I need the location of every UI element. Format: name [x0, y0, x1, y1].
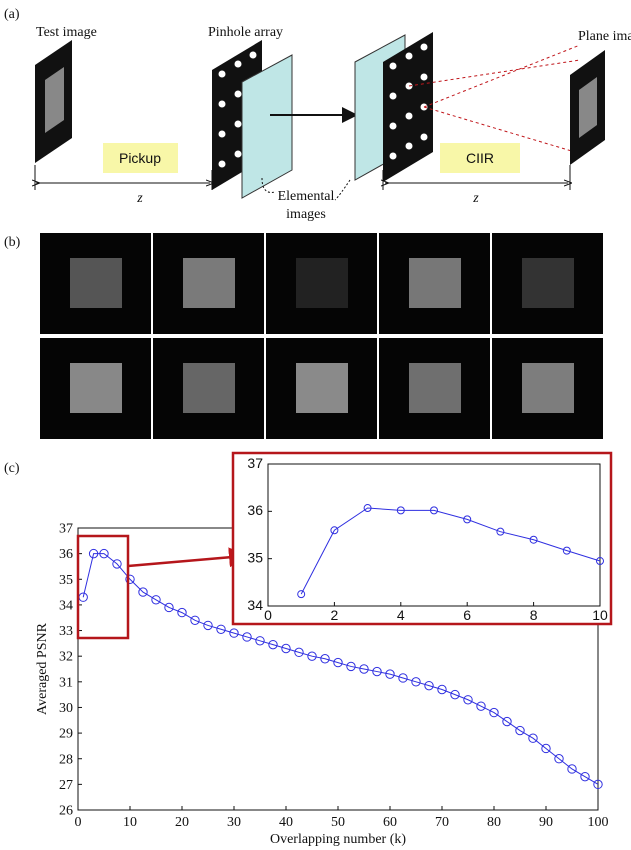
label: Plane image	[578, 29, 631, 44]
y-tick-label: 34	[59, 598, 73, 613]
x-tick-label: 40	[279, 815, 293, 830]
tile-image	[409, 258, 461, 308]
x-tick-label: 4	[397, 607, 405, 623]
x-tick-label: 100	[588, 815, 609, 830]
x-tick-label: 0	[264, 607, 272, 623]
x-tick-label: 70	[435, 815, 449, 830]
test-images	[40, 233, 603, 439]
x-tick-label: 60	[383, 815, 397, 830]
panel-b: (b)	[4, 233, 603, 439]
x-tick-label: 50	[331, 815, 345, 830]
label: images	[286, 207, 326, 222]
tile-image	[183, 258, 235, 308]
label: Elemental	[278, 189, 335, 204]
figure: (a) Test image Pinhole array Plane image…	[0, 0, 631, 850]
x-tick-label: 6	[463, 607, 471, 623]
label: Pinhole array	[208, 25, 283, 40]
x-tick-label: 90	[539, 815, 553, 830]
tile-image	[296, 363, 348, 413]
x-tick-label: 30	[227, 815, 241, 830]
panel-label: (a)	[4, 7, 20, 22]
panel-a: (a) Test image Pinhole array Plane image…	[4, 7, 631, 222]
plot-area	[268, 464, 600, 606]
tile-image	[70, 258, 122, 308]
y-tick-label: 34	[247, 597, 263, 613]
y-tick-label: 37	[59, 522, 73, 537]
x-tick-label: 80	[487, 815, 501, 830]
y-tick-label: 28	[59, 752, 73, 767]
y-tick-label: 37	[247, 455, 263, 471]
y-tick-label: 35	[247, 550, 263, 566]
x-tick-label: 2	[331, 607, 339, 623]
tile-image	[409, 363, 461, 413]
tile-image	[183, 363, 235, 413]
label: Test image	[36, 25, 97, 40]
y-axis-label: Averaged PSNR	[35, 622, 50, 715]
label: z	[136, 191, 143, 206]
x-tick-label: 8	[530, 607, 538, 623]
x-tick-label: 0	[75, 815, 82, 830]
label: z	[472, 191, 479, 206]
tile-image	[522, 363, 574, 413]
label: CIIR	[466, 150, 494, 166]
label: Pickup	[119, 150, 161, 166]
x-tick-label: 10	[592, 607, 608, 623]
pointer	[335, 180, 350, 200]
y-tick-label: 36	[247, 502, 263, 518]
y-tick-label: 26	[59, 804, 73, 819]
y-tick-label: 31	[59, 675, 73, 690]
panel-label: (c)	[4, 461, 20, 476]
rays	[409, 45, 580, 152]
tile-image	[296, 258, 348, 308]
x-tick-label: 10	[123, 815, 137, 830]
tile-image	[70, 363, 122, 413]
panel-label: (b)	[4, 235, 21, 250]
y-tick-label: 27	[59, 778, 73, 793]
y-tick-label: 36	[59, 547, 73, 562]
y-tick-label: 30	[59, 701, 73, 716]
y-tick-label: 29	[59, 727, 73, 742]
y-tick-label: 33	[59, 624, 73, 639]
y-tick-label: 32	[59, 650, 73, 665]
tile-image	[522, 258, 574, 308]
y-tick-label: 35	[59, 573, 73, 588]
x-axis-label: Overlapping number (k)	[270, 832, 406, 847]
x-tick-label: 20	[175, 815, 189, 830]
